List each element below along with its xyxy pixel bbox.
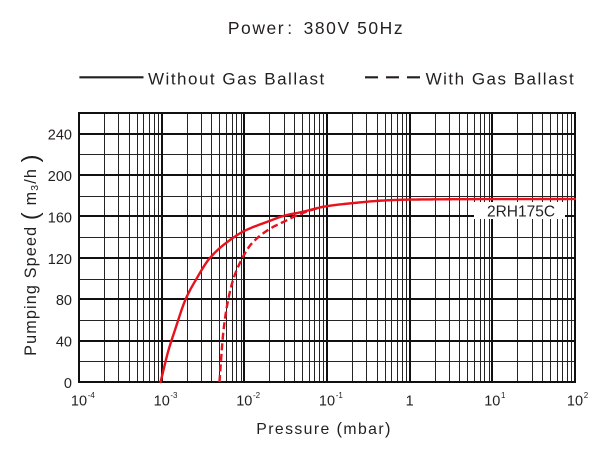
svg-text:1: 1 — [501, 391, 506, 400]
svg-text:10: 10 — [567, 394, 583, 410]
svg-text:Pumping Speed ( m3/h ): Pumping Speed ( m3/h ) — [17, 153, 43, 356]
svg-text:10: 10 — [484, 394, 500, 410]
svg-text:2: 2 — [584, 391, 589, 400]
svg-text:160: 160 — [48, 211, 72, 227]
svg-text:0: 0 — [64, 376, 72, 392]
svg-text:120: 120 — [48, 252, 72, 268]
svg-text:Power:380V 50Hz: Power:380V 50Hz — [228, 18, 404, 38]
svg-text:-2: -2 — [253, 391, 261, 400]
svg-text:1: 1 — [406, 394, 414, 410]
svg-text:240: 240 — [48, 128, 72, 144]
svg-text:10: 10 — [71, 394, 87, 410]
svg-text:10: 10 — [236, 394, 252, 410]
svg-text:With Gas Ballast: With Gas Ballast — [426, 70, 576, 89]
svg-text:-1: -1 — [336, 391, 344, 400]
svg-text:10: 10 — [154, 394, 170, 410]
svg-text:40: 40 — [56, 335, 72, 351]
svg-text:10: 10 — [319, 394, 335, 410]
svg-text:200: 200 — [48, 169, 72, 185]
svg-text:Pressure (mbar): Pressure (mbar) — [256, 420, 392, 438]
svg-text:80: 80 — [56, 293, 72, 309]
svg-text:2RH175C: 2RH175C — [487, 204, 555, 221]
svg-text:Without Gas Ballast: Without Gas Ballast — [148, 70, 326, 89]
svg-text:-4: -4 — [88, 391, 96, 400]
svg-text:-3: -3 — [170, 391, 178, 400]
